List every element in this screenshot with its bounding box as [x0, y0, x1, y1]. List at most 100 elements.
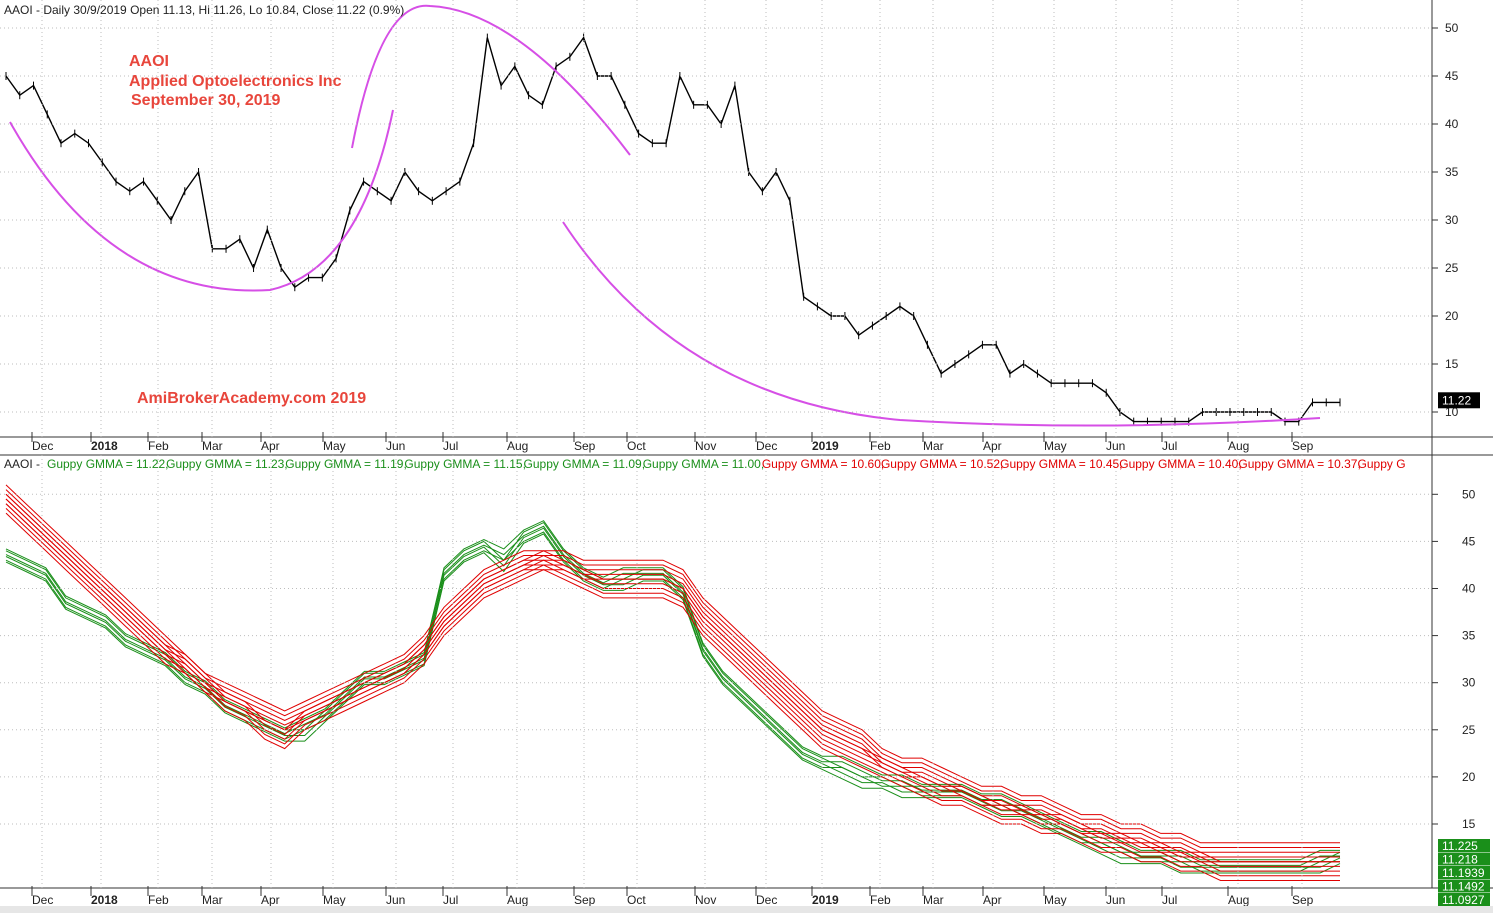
price-ytick-label: 25 — [1445, 261, 1459, 275]
gmma-value-label: 11.225 — [1442, 839, 1478, 853]
price-month-label: Feb — [870, 439, 891, 453]
gmma-header-item: Guppy G — [1358, 457, 1406, 471]
price-month-label: 2018 — [91, 439, 118, 453]
price-line — [5, 36, 1340, 423]
gmma-header-item: Guppy GMMA = 10.60, — [762, 457, 884, 471]
gmma-ytick-label: 30 — [1462, 676, 1476, 690]
gmma-ytick-label: 45 — [1462, 534, 1476, 548]
gmma-month-label: Jul — [443, 893, 458, 907]
price-month-label: Nov — [695, 439, 716, 453]
price-month-label: Jun — [1106, 439, 1125, 453]
price-header: AAOI - Daily 30/9/2019 Open 11.13, Hi 11… — [4, 3, 404, 17]
price-month-label: Feb — [148, 439, 169, 453]
price-month-label: Sep — [574, 439, 596, 453]
gmma-header-item: Guppy GMMA = 11.15, — [404, 457, 526, 471]
gmma-line — [5, 527, 1341, 868]
gmma-month-label: Apr — [261, 893, 280, 907]
gmma-line — [5, 525, 1340, 866]
gmma-month-label: Oct — [627, 893, 646, 907]
arc-curve-top — [351, 4, 631, 156]
price-month-label: Jul — [1162, 439, 1177, 453]
gmma-panel — [5, 484, 1341, 881]
gmma-line — [5, 512, 1340, 863]
gmma-line — [5, 503, 1340, 853]
gmma-month-label: Feb — [148, 893, 169, 907]
gmma-value-label: 11.1939 — [1442, 866, 1485, 880]
price-month-label: Jun — [386, 439, 405, 453]
gmma-month-label: Jun — [386, 893, 405, 907]
gmma-line — [5, 498, 1340, 877]
price-ytick-label: 20 — [1445, 309, 1459, 323]
annotation-date: September 30, 2019 — [131, 92, 281, 109]
annotation-company: Applied Optoelectronics Inc — [129, 73, 342, 90]
sheet-tabbar — [0, 906, 1493, 913]
price-month-label: Apr — [261, 439, 280, 453]
gmma-header-item: Guppy GMMA = 10.37, — [1238, 457, 1360, 471]
gmma-month-label: May — [323, 893, 346, 907]
gmma-month-label: Jul — [1162, 893, 1177, 907]
gmma-month-label: Sep — [1292, 893, 1314, 907]
last-value-label: 11.22 — [1442, 393, 1471, 407]
price-month-label: Apr — [983, 439, 1002, 453]
gmma-ytick-label: 20 — [1462, 770, 1476, 784]
gmma-ytick-label: 50 — [1462, 487, 1476, 501]
price-month-label: Jul — [443, 439, 458, 453]
price-month-label: Dec — [32, 439, 53, 453]
gmma-header-item: Guppy GMMA = 11.22, — [47, 457, 169, 471]
gmma-ytick-label: 25 — [1462, 723, 1476, 737]
gmma-value-box — [1438, 893, 1490, 906]
price-month-label: Aug — [1228, 439, 1249, 453]
price-ytick-label: 10 — [1445, 405, 1459, 419]
gmma-header-item: Guppy GMMA = 10.40, — [1119, 457, 1241, 471]
price-month-label: Sep — [1292, 439, 1314, 453]
gmma-month-label: Jun — [1106, 893, 1125, 907]
price-month-label: Dec — [756, 439, 777, 453]
gmma-line — [5, 503, 1340, 881]
annotation-ticker: AAOI — [129, 53, 169, 70]
last-value-box — [1438, 392, 1480, 409]
gmma-month-label: Feb — [870, 893, 891, 907]
gmma-month-label: Mar — [202, 893, 223, 907]
gmma-header-item: Guppy GMMA = 11.09, — [524, 457, 646, 471]
gmma-month-label: Mar — [923, 893, 944, 907]
gmma-header-item: Guppy GMMA = 10.45, — [1000, 457, 1122, 471]
gmma-value-label: 11.0927 — [1442, 893, 1485, 907]
gmma-line — [5, 533, 1341, 874]
price-month-label: 2019 — [812, 439, 839, 453]
cup-curve-left — [9, 109, 394, 292]
gmma-month-label: May — [1044, 893, 1067, 907]
gmma-header-item: Guppy GMMA = 10.52, — [881, 457, 1003, 471]
gmma-value-box — [1438, 839, 1490, 852]
price-ytick-label: 15 — [1445, 357, 1459, 371]
gmma-month-label: Nov — [695, 893, 716, 907]
gmma-value-box — [1438, 852, 1490, 866]
price-month-label: Mar — [923, 439, 944, 453]
cup-curve-right — [562, 221, 1321, 427]
gmma-ytick-label: 40 — [1462, 582, 1476, 596]
gmma-month-label: Sep — [574, 893, 596, 907]
gmma-month-label: Dec — [32, 893, 53, 907]
gmma-line — [5, 508, 1340, 858]
gmma-line — [5, 493, 1340, 844]
gmma-month-label: Aug — [507, 893, 528, 907]
price-ytick-label: 45 — [1445, 69, 1459, 83]
gmma-month-label: Dec — [756, 893, 777, 907]
gmma-ytick-label: 35 — [1462, 629, 1476, 643]
gmma-value-box — [1438, 879, 1490, 893]
price-ytick-label: 30 — [1445, 213, 1459, 227]
price-month-label: Oct — [627, 439, 646, 453]
price-month-label: May — [323, 439, 346, 453]
gmma-header-prefix: AAOI - — [4, 457, 40, 471]
gmma-line — [5, 498, 1340, 848]
gmma-value-label: 11.218 — [1442, 853, 1478, 867]
watermark: AmiBrokerAcademy.com 2019 — [137, 390, 366, 407]
tabbar-bg — [0, 906, 1493, 913]
gmma-month-label: Apr — [983, 893, 1002, 907]
gmma-header-item: Guppy GMMA = 11.23, — [166, 457, 288, 471]
price-month-label: Mar — [202, 439, 223, 453]
price-ytick-label: 50 — [1445, 21, 1459, 35]
gmma-value-label: 11.1492 — [1442, 880, 1485, 894]
gmma-month-label: Aug — [1228, 893, 1249, 907]
